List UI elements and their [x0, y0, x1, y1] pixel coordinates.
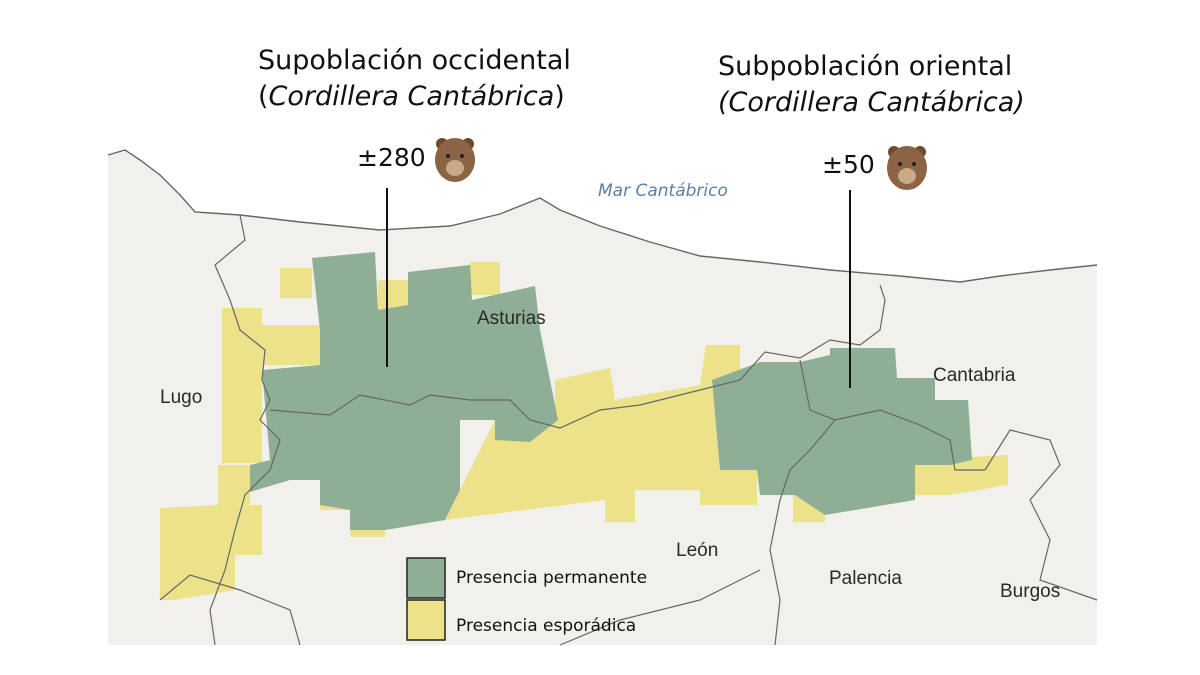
west-title-line2: (Cordillera Cantábrica)	[258, 81, 565, 112]
region-label-palencia: Palencia	[829, 568, 902, 589]
legend-label-permanent: Presencia permanente	[456, 568, 648, 588]
bear-icon	[887, 146, 927, 190]
region-label-leon: León	[676, 540, 719, 561]
permanent-presence-area	[250, 252, 972, 530]
region-label-burgos: Burgos	[1000, 581, 1061, 602]
legend-swatch-sporadic	[406, 599, 446, 641]
legend-label-sporadic: Presencia esporádica	[456, 616, 637, 636]
sea-label: Mar Cantábrico	[598, 181, 728, 201]
region-label-asturias: Asturias	[477, 308, 546, 329]
west-title-line1: Supoblación occidental	[258, 45, 571, 76]
east-title-line1: Subpoblación oriental	[718, 51, 1013, 82]
west-count: ±280	[357, 143, 426, 172]
east-count: ±50	[822, 150, 875, 179]
coastline	[107, 149, 1098, 283]
legend-swatch-permanent	[406, 557, 446, 599]
east-title-line2: (Cordillera Cantábrica)	[718, 87, 1025, 118]
region-label-cantabria: Cantabria	[933, 365, 1016, 386]
region-label-lugo: Lugo	[160, 387, 203, 408]
bear-icon	[435, 138, 475, 182]
region-borders	[159, 214, 1098, 646]
